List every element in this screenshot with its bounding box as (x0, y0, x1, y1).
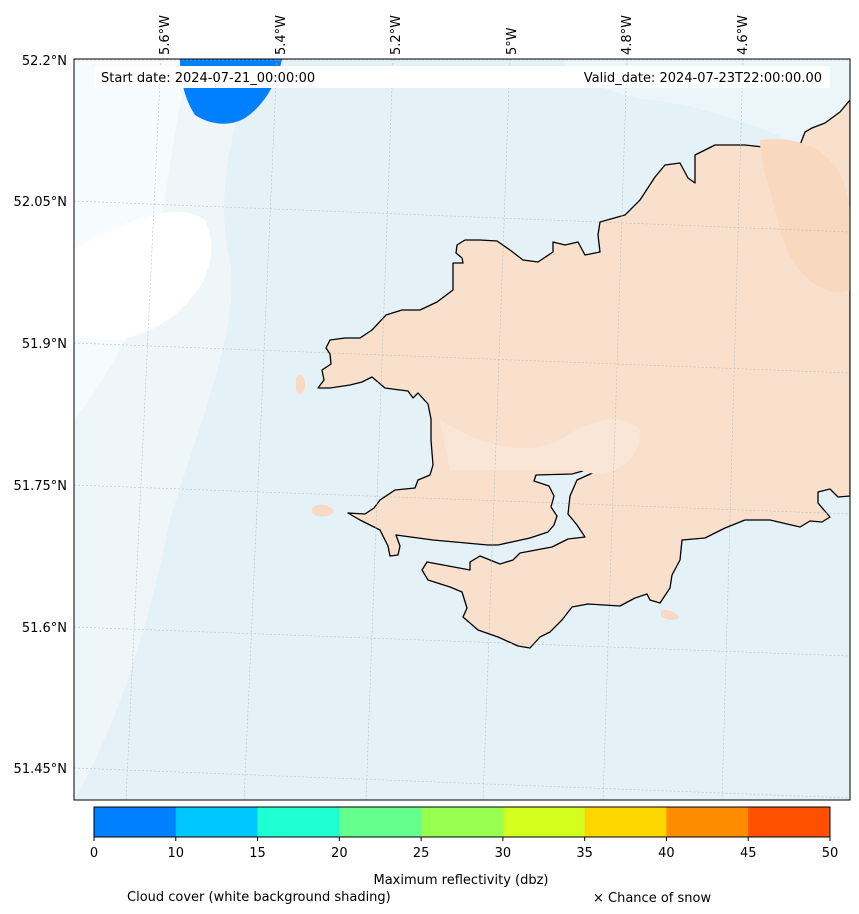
lon-label: 4.6°W (736, 15, 751, 55)
colorbar-tick-label: 25 (413, 846, 430, 861)
graticule (74, 59, 850, 800)
date-header-band (94, 66, 830, 88)
snow-legend: × Chance of snow (593, 891, 711, 906)
land-shading-dark (760, 139, 850, 292)
land-shading-light (440, 419, 640, 474)
colorbar-segment (502, 807, 586, 837)
map-plot-area: Start date: 2024-07-21_00:00:00 Valid_da… (74, 59, 850, 800)
lat-label: 51.75°N (14, 479, 67, 494)
colorbar-segment (421, 807, 504, 837)
lon-label: 4.8°W (620, 15, 635, 55)
colorbar-segment (584, 807, 667, 837)
lon-label: 5.4°W (274, 15, 289, 55)
colorbar-tick-label: 15 (249, 846, 266, 861)
colorbar-frame (93, 806, 831, 838)
lon-label: 5°W (505, 27, 520, 55)
colorbar-tick-label: 0 (90, 846, 98, 861)
cloud-shading-clear (74, 211, 212, 340)
colorbar-segment (257, 807, 340, 837)
map-frame (73, 58, 851, 801)
lat-label: 51.9°N (22, 337, 67, 352)
colorbar-tick-label: 10 (168, 846, 185, 861)
island-skomer (312, 504, 334, 517)
colorbar-label: Maximum reflectivity (dbz) (374, 873, 549, 888)
lat-label: 52.05°N (14, 195, 67, 210)
start-date-label: Start date: 2024-07-21_00:00:00 (101, 71, 315, 86)
colorbar-tick-label: 45 (740, 846, 757, 861)
colorbar-tick-label: 20 (331, 846, 348, 861)
lon-label: 5.2°W (389, 15, 404, 55)
colorbar-segment (748, 807, 831, 837)
colorbar-tick-label: 40 (658, 846, 675, 861)
colorbar-tick-label: 50 (822, 846, 839, 861)
latitude-axis: 52.2°N 52.05°N 51.9°N 51.75°N 51.6°N 51.… (14, 54, 67, 777)
island-ramsey (296, 375, 305, 395)
colorbar-segment (339, 807, 422, 837)
longitude-axis: 5.6°W 5.4°W 5.2°W 5°W 4.8°W 4.6°W (158, 15, 751, 55)
lon-label: 5.6°W (158, 15, 173, 55)
colorbar-segment (94, 807, 177, 837)
colorbar: 0 10 15 20 25 30 35 40 45 50 (90, 806, 839, 861)
colorbar-segment (175, 807, 259, 837)
lat-label: 51.6°N (22, 621, 67, 636)
valid-date-label: Valid_date: 2024-07-23T22:00:00.00 (584, 71, 822, 86)
lat-label: 51.45°N (14, 762, 67, 777)
island-caldey (661, 609, 679, 620)
colorbar-tick-label: 30 (495, 846, 512, 861)
cloud-cover-note: Cloud cover (white background shading) (127, 890, 391, 905)
colorbar-segment (666, 807, 749, 837)
lat-label: 52.2°N (22, 54, 67, 69)
colorbar-tick-label: 35 (576, 846, 593, 861)
land-pembrokeshire (317, 99, 850, 649)
